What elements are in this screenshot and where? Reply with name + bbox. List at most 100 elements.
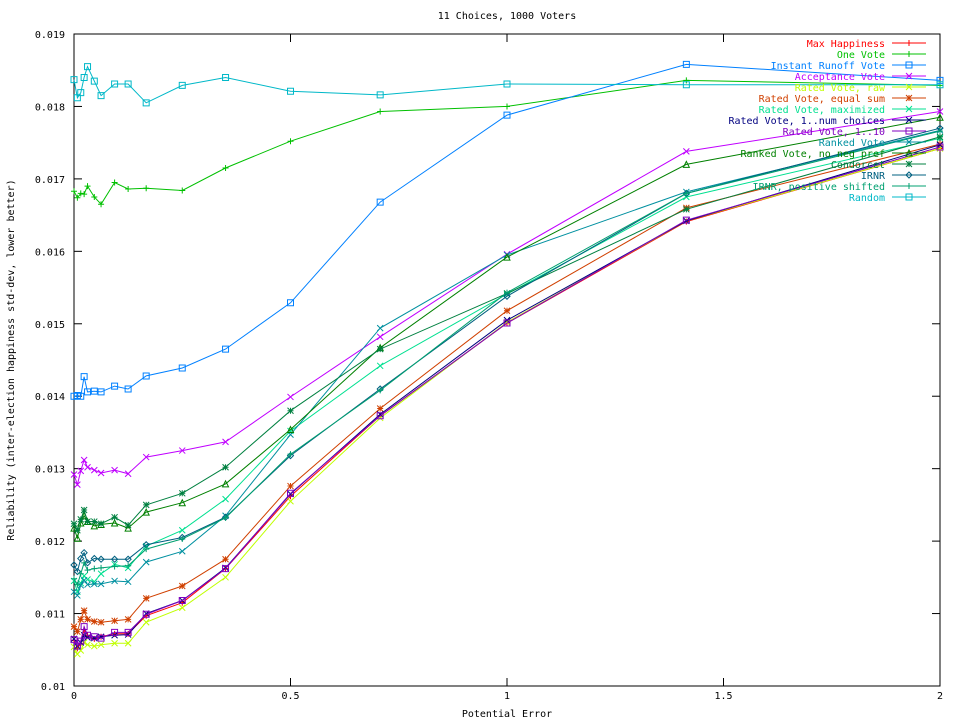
chart-title: 11 Choices, 1000 Voters — [438, 11, 576, 22]
data-point — [222, 73, 230, 81]
legend-item: Rated Vote, equal sum — [759, 94, 926, 105]
data-point — [74, 481, 81, 488]
data-point — [80, 373, 88, 381]
data-point — [111, 639, 118, 647]
data-point — [286, 425, 295, 434]
legend-label: One Vote — [837, 50, 885, 61]
x-tick-label: 0.5 — [281, 691, 299, 702]
data-point — [142, 558, 150, 566]
data-point — [504, 103, 510, 110]
data-point — [682, 189, 691, 198]
data-point — [84, 631, 92, 639]
data-point — [111, 179, 118, 186]
data-point — [124, 615, 132, 623]
data-point — [937, 128, 943, 135]
data-point — [90, 580, 98, 588]
data-point — [936, 133, 944, 141]
data-point — [222, 555, 229, 563]
series-ranked-vote — [70, 126, 944, 599]
data-point — [77, 467, 85, 475]
legend-item: Random — [849, 193, 926, 204]
data-point — [73, 94, 81, 102]
data-point — [905, 127, 913, 135]
data-point — [97, 570, 105, 578]
data-point — [90, 521, 99, 530]
data-point — [97, 618, 105, 626]
legend-item: One Vote — [837, 50, 926, 61]
data-point — [91, 565, 98, 572]
data-point — [77, 581, 85, 589]
series-one-vote — [71, 77, 943, 208]
data-point — [77, 637, 85, 645]
data-point — [905, 105, 913, 113]
series-line — [73, 148, 941, 650]
data-point — [178, 526, 186, 534]
data-point — [178, 447, 186, 454]
data-point — [90, 77, 98, 85]
y-tick-label: 0.018 — [35, 102, 65, 113]
data-point — [74, 628, 81, 636]
legend-item: IRNR, positive shifted — [753, 182, 926, 193]
data-point — [97, 520, 105, 528]
data-point — [124, 639, 132, 647]
data-point — [124, 555, 132, 563]
data-point — [97, 388, 105, 396]
data-point — [905, 116, 913, 124]
legend-label: IRNR — [861, 171, 886, 182]
series-max-happiness — [71, 145, 943, 652]
series-line — [73, 129, 941, 597]
data-point — [77, 190, 84, 197]
data-point — [70, 636, 78, 644]
data-point — [111, 382, 119, 390]
data-point — [178, 597, 186, 605]
data-point — [124, 523, 132, 532]
data-point — [84, 567, 91, 574]
y-axis-label: Reliability (inter-election happiness st… — [6, 179, 17, 540]
data-point — [143, 185, 150, 192]
legend-item: Ranked Vote, no neg pref — [741, 148, 926, 160]
data-point — [503, 292, 511, 300]
data-point — [73, 567, 82, 576]
series-instant-runoff-vote — [70, 60, 944, 400]
data-point — [682, 81, 690, 89]
data-point — [110, 518, 119, 527]
legend-label: Acceptance Vote — [795, 72, 885, 83]
series-rated-vote-equal-sum — [70, 140, 944, 636]
data-point — [936, 113, 944, 121]
data-point — [97, 469, 105, 477]
data-point — [178, 81, 186, 89]
data-point — [906, 51, 912, 57]
data-point — [682, 205, 690, 213]
data-point — [84, 63, 92, 71]
legend-item: Condorcet — [831, 160, 926, 171]
series-line — [73, 144, 941, 648]
series-ranked-vote-no-neg-pref — [70, 113, 944, 542]
data-point — [77, 516, 85, 523]
data-point — [222, 514, 229, 521]
data-point — [80, 73, 88, 81]
data-point — [179, 187, 186, 194]
legend-item: Rated Vote, 1..10 — [783, 127, 926, 138]
data-point — [377, 387, 384, 394]
data-point — [80, 506, 88, 514]
series-layer — [70, 60, 944, 658]
data-point — [97, 634, 105, 642]
data-point — [80, 623, 88, 631]
y-tick-label: 0.013 — [35, 465, 65, 476]
data-point — [222, 165, 229, 172]
data-point — [111, 80, 119, 88]
data-point — [936, 81, 944, 89]
data-point — [84, 518, 91, 525]
data-point — [74, 581, 81, 588]
data-point — [142, 99, 150, 107]
data-point — [97, 555, 105, 563]
series-rated-vote-raw — [70, 145, 944, 658]
data-point — [98, 201, 105, 208]
data-point — [377, 108, 384, 115]
y-tick-label: 0.017 — [35, 175, 65, 186]
data-point — [80, 607, 88, 615]
data-point — [90, 554, 99, 563]
series-rated-vote-maximized — [70, 134, 944, 596]
data-point — [84, 615, 91, 623]
data-point — [178, 547, 186, 555]
